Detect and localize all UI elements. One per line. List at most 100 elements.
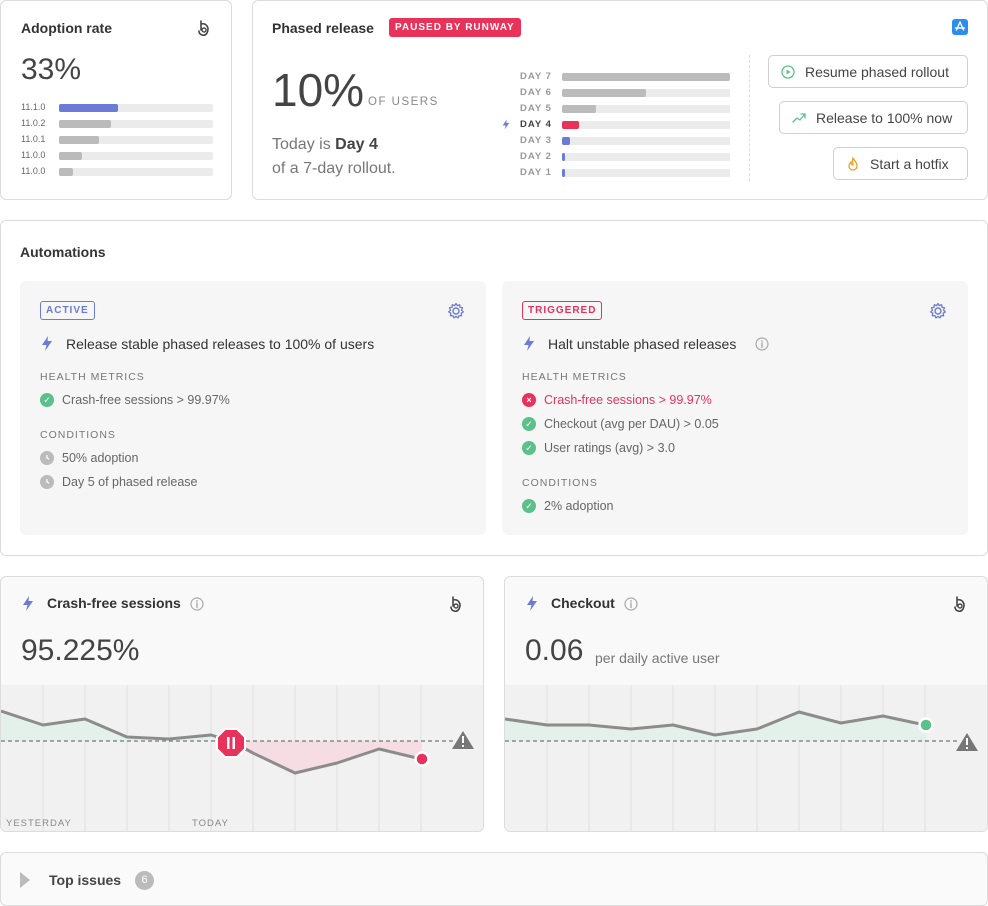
day-bar-fill bbox=[562, 121, 579, 129]
day-bar-track bbox=[562, 105, 730, 113]
lightning-icon bbox=[502, 119, 510, 130]
day-bar-track bbox=[562, 121, 730, 129]
latest-point bbox=[414, 751, 430, 767]
resume-rollout-button[interactable]: Resume phased rollout bbox=[768, 55, 968, 88]
phased-percent-unit: OF USERS bbox=[368, 96, 439, 108]
day-row: DAY 3 bbox=[520, 135, 730, 146]
day-label: DAY 6 bbox=[520, 87, 552, 98]
day-bar-fill bbox=[562, 169, 565, 177]
automation-panel-right: TRIGGERED Halt unstable phased releases … bbox=[502, 281, 968, 535]
tap-hand-icon[interactable] bbox=[196, 19, 212, 37]
tap-hand-icon[interactable] bbox=[448, 595, 464, 613]
checkout-card: Checkout 0.06 per daily active user bbox=[504, 576, 988, 832]
conditions-heading: CONDITIONS bbox=[522, 477, 598, 489]
version-bar-fill bbox=[59, 168, 73, 176]
trend-up-icon bbox=[792, 112, 806, 123]
health-metrics-heading: HEALTH METRICS bbox=[522, 371, 627, 383]
checkout-unit: per daily active user bbox=[595, 650, 720, 666]
day-row: DAY 1 bbox=[520, 167, 730, 178]
top-issues-row[interactable]: Top issues 6 bbox=[0, 852, 988, 906]
release-label: Release to 100% now bbox=[816, 109, 953, 126]
info-icon[interactable] bbox=[190, 597, 204, 611]
version-bar-track bbox=[59, 136, 213, 144]
label-yesterday: YESTERDAY bbox=[6, 818, 72, 829]
rollout-text: of a 7-day rollout. bbox=[272, 160, 396, 177]
automations-card: Automations ACTIVE Release stable phased… bbox=[0, 220, 988, 556]
metric-item: ✓ Checkout (avg per DAU) > 0.05 bbox=[522, 417, 719, 431]
day-bar-fill bbox=[562, 73, 730, 81]
version-row: 11.0.0 bbox=[21, 150, 213, 160]
day-bar-track bbox=[562, 137, 730, 145]
metric-text: Day 5 of phased release bbox=[62, 475, 198, 489]
divider bbox=[749, 55, 750, 181]
gear-icon[interactable] bbox=[447, 302, 465, 320]
version-label: 11.0.0 bbox=[21, 150, 46, 160]
status-badge: ACTIVE bbox=[40, 301, 95, 320]
release-now-button[interactable]: Release to 100% now bbox=[779, 101, 968, 134]
adoption-value: 33% bbox=[21, 53, 82, 86]
metric-item: Day 5 of phased release bbox=[40, 475, 198, 489]
version-bar-track bbox=[59, 152, 213, 160]
expand-triangle-icon[interactable] bbox=[18, 871, 32, 889]
play-circle-icon bbox=[781, 64, 795, 79]
tap-hand-icon[interactable] bbox=[952, 595, 968, 613]
metric-text: Checkout (avg per DAU) > 0.05 bbox=[544, 417, 719, 431]
metric-item: ✓ Crash-free sessions > 99.97% bbox=[40, 393, 230, 407]
clock-icon bbox=[40, 475, 54, 489]
version-label: 11.1.0 bbox=[21, 102, 46, 112]
crash-free-chart-svg: YESTERDAY TODAY bbox=[1, 685, 474, 831]
checkout-chart-svg bbox=[505, 685, 978, 831]
issues-count-badge: 6 bbox=[135, 871, 154, 890]
day-row: DAY 4 bbox=[502, 119, 730, 130]
version-bar-track bbox=[59, 120, 213, 128]
health-metrics-heading: HEALTH METRICS bbox=[40, 371, 145, 383]
conditions-heading: CONDITIONS bbox=[40, 429, 116, 441]
today-prefix: Today is bbox=[272, 136, 336, 153]
version-label: 11.0.1 bbox=[21, 134, 46, 144]
phased-release-card: Phased release PAUSED BY RUNWAY 10% OF U… bbox=[252, 0, 988, 200]
checkout-title: Checkout bbox=[551, 595, 615, 611]
gear-icon[interactable] bbox=[929, 302, 947, 320]
warning-icon bbox=[452, 731, 474, 749]
metric-item: 50% adoption bbox=[40, 451, 138, 465]
automations-title: Automations bbox=[20, 244, 106, 260]
day-bar-track bbox=[562, 169, 730, 177]
adoption-title: Adoption rate bbox=[21, 20, 112, 36]
phased-percent: 10% bbox=[272, 64, 365, 116]
checkout-chart bbox=[505, 685, 987, 831]
day-label: DAY 2 bbox=[520, 151, 552, 162]
version-label: 11.0.0 bbox=[21, 166, 46, 176]
info-icon[interactable] bbox=[755, 337, 769, 351]
day-bar-fill bbox=[562, 105, 596, 113]
automation-title: Release stable phased releases to 100% o… bbox=[66, 336, 375, 352]
version-bar-fill bbox=[59, 104, 118, 112]
version-bar-fill bbox=[59, 136, 100, 144]
flame-icon bbox=[848, 156, 858, 171]
start-hotfix-button[interactable]: Start a hotfix bbox=[833, 147, 968, 180]
metric-text: User ratings (avg) > 3.0 bbox=[544, 441, 675, 455]
version-label: 11.0.2 bbox=[21, 118, 46, 128]
info-icon[interactable] bbox=[624, 597, 638, 611]
metric-text: Crash-free sessions > 99.97% bbox=[62, 393, 230, 407]
day-row: DAY 6 bbox=[520, 87, 730, 98]
day-label: DAY 4 bbox=[520, 119, 552, 130]
phased-title: Phased release bbox=[272, 20, 374, 36]
lightning-icon bbox=[527, 596, 537, 611]
lightning-icon bbox=[42, 336, 52, 351]
hotfix-label: Start a hotfix bbox=[870, 155, 949, 172]
app-store-icon bbox=[952, 19, 968, 35]
day-bar-track bbox=[562, 153, 730, 161]
day-row: DAY 2 bbox=[520, 151, 730, 162]
checkout-value: 0.06 bbox=[525, 634, 584, 667]
metric-text: 2% adoption bbox=[544, 499, 614, 513]
check-icon: ✓ bbox=[522, 441, 536, 455]
metric-text: Crash-free sessions > 99.97% bbox=[544, 393, 712, 407]
paused-badge: PAUSED BY RUNWAY bbox=[389, 18, 521, 37]
day-bar-track bbox=[562, 73, 730, 81]
crash-free-value: 95.225% bbox=[21, 634, 140, 667]
top-issues-title: Top issues bbox=[49, 872, 122, 888]
lightning-icon bbox=[524, 336, 534, 351]
pause-marker-icon[interactable] bbox=[216, 728, 246, 758]
day-row: DAY 5 bbox=[520, 103, 730, 114]
today-day: Day 4 bbox=[335, 136, 378, 153]
